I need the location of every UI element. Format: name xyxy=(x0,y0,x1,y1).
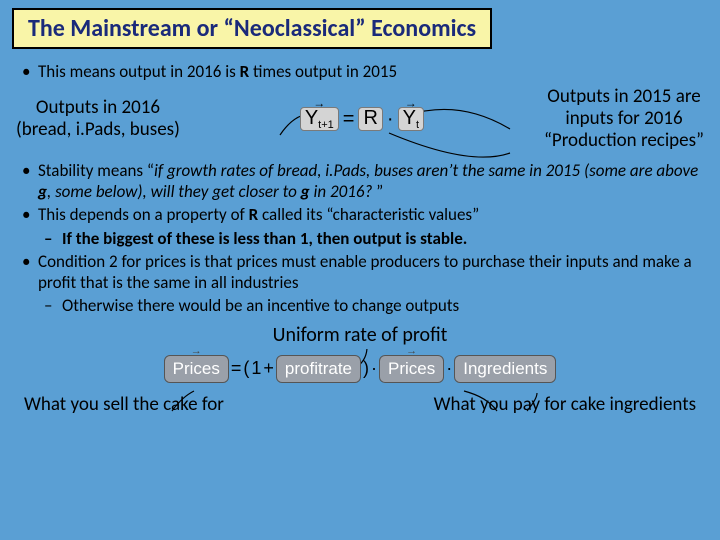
plus-sign: + xyxy=(263,358,274,379)
text-g: g xyxy=(301,181,310,202)
price-equation-wrap: →Prices = (1+ profitrate ) · →Prices · I… xyxy=(12,349,708,393)
text-italic: if growth rates of bread, i.Pads, buses … xyxy=(154,160,698,181)
text: This depends on a property of xyxy=(38,204,249,225)
text: times output in 2015 xyxy=(249,61,397,82)
bullet-list-1: This means output in 2016 is R times out… xyxy=(12,61,708,82)
text: Outputs in 2016 xyxy=(36,96,160,119)
pill-profitrate: profitrate xyxy=(276,355,361,383)
equals-sign: = xyxy=(343,108,355,131)
text-R: R xyxy=(249,204,259,225)
pill-prices-left: →Prices xyxy=(164,355,229,383)
subscript: t xyxy=(416,120,419,131)
text: This means output in 2016 is xyxy=(38,61,240,82)
bullet-stability: Stability means “if growth rates of brea… xyxy=(38,160,708,203)
sub-bullet-stable: If the biggest of these is less than 1, … xyxy=(62,228,708,249)
equals-sign: = xyxy=(231,358,242,379)
uniform-profit-label: Uniform rate of profit xyxy=(12,323,708,347)
text-g: g xyxy=(38,181,47,202)
text: Outputs in 2015 are xyxy=(547,85,700,108)
bullet-1: This means output in 2016 is R times out… xyxy=(38,61,708,82)
sub-list: Otherwise there would be an incentive to… xyxy=(38,295,708,316)
vector-arrow-icon: → xyxy=(380,345,443,357)
text: (bread, i.Pads, buses) xyxy=(16,118,180,141)
box-R: R xyxy=(358,107,382,131)
callout-outputs-2015: Outputs in 2015 are inputs for 2016 “Pro… xyxy=(544,86,704,152)
dot-operator: · xyxy=(387,108,394,131)
vector-equation: → Yt+1 = R · → Yt xyxy=(300,107,424,131)
paren-open: ( xyxy=(243,358,249,379)
text-italic: in 2016? xyxy=(310,181,373,202)
sub-bullet-otherwise: Otherwise there would be an incentive to… xyxy=(62,295,708,316)
subscript: t+1 xyxy=(318,120,334,131)
text: called its “characteristic values” xyxy=(258,204,479,225)
dot-operator: · xyxy=(446,358,452,379)
slide-title: The Mainstream or “Neoclassical” Economi… xyxy=(28,14,476,43)
vector-arrow-icon: → xyxy=(165,345,228,357)
paren-close: ) xyxy=(363,358,369,379)
vector-arrow-icon: → xyxy=(399,98,423,108)
bullet-condition2: Condition 2 for prices is that prices mu… xyxy=(38,251,708,317)
text-italic: , some below), will they get closer to xyxy=(47,181,301,202)
dot-operator: · xyxy=(371,358,377,379)
text-one: 1 xyxy=(251,358,261,379)
pill-ingredients: Ingredients xyxy=(454,355,556,383)
bullet-depends-R: This depends on a property of R called i… xyxy=(38,204,708,249)
callout-outputs-2016: Outputs in 2016 (bread, i.Pads, buses) xyxy=(16,97,180,141)
text: R xyxy=(363,108,377,128)
price-equation: →Prices = (1+ profitrate ) · →Prices · I… xyxy=(164,355,557,383)
text: “Production recipes” xyxy=(544,129,704,152)
vector-arrow-icon: → xyxy=(301,98,338,108)
pill-prices-right: →Prices xyxy=(379,355,444,383)
box-Yt1: → Yt+1 xyxy=(300,107,339,131)
text-R: R xyxy=(240,61,250,82)
text: Stability means “ xyxy=(38,160,154,181)
title-box: The Mainstream or “Neoclassical” Economi… xyxy=(12,8,492,49)
equation-row: Outputs in 2016 (bread, i.Pads, buses) →… xyxy=(12,86,708,152)
formula: → Yt+1 = R · → Yt xyxy=(300,107,424,131)
bullet-list-2: Stability means “if growth rates of brea… xyxy=(12,160,708,317)
sub-list: If the biggest of these is less than 1, … xyxy=(38,228,708,249)
slide: The Mainstream or “Neoclassical” Economi… xyxy=(0,0,720,540)
text: Y xyxy=(305,108,318,128)
box-Yt: → Yt xyxy=(398,107,424,131)
callout-pay-ingredients: What you pay for cake ingredients xyxy=(434,393,696,416)
text: Condition 2 for prices is that prices mu… xyxy=(38,251,692,293)
text: inputs for 2016 xyxy=(565,107,682,130)
text: Prices xyxy=(173,359,220,378)
callout-sell-cake: What you sell the cake for xyxy=(24,393,224,416)
text: Y xyxy=(403,108,416,128)
text: Prices xyxy=(388,359,435,378)
text: ” xyxy=(372,181,383,202)
bottom-callouts: What you sell the cake for What you pay … xyxy=(12,393,708,416)
